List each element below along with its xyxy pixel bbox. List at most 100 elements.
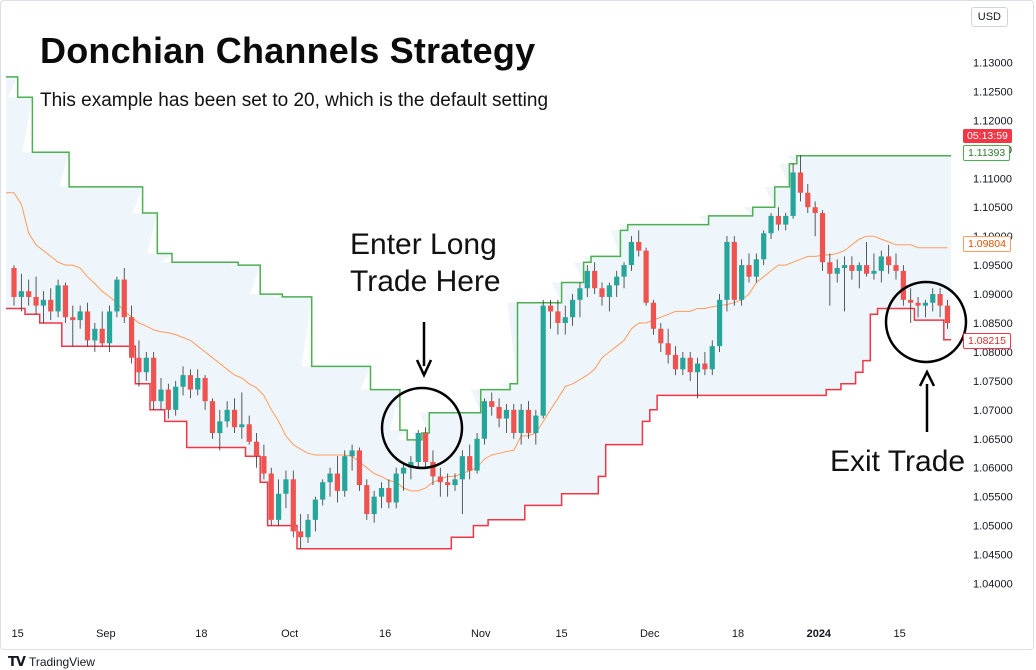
price-tick-label: 1.11000 <box>973 173 1012 185</box>
price-tick-label: 1.08000 <box>973 347 1013 359</box>
candle <box>761 230 767 266</box>
candle <box>864 241 870 277</box>
candle <box>922 299 928 318</box>
candle-body <box>856 265 862 271</box>
candle-body <box>217 421 223 433</box>
candle <box>224 401 230 428</box>
time-tick-label: 18 <box>732 628 744 640</box>
candle-body <box>129 317 135 358</box>
candle <box>834 259 840 283</box>
candle <box>547 299 554 329</box>
candle <box>239 392 245 439</box>
candle-body <box>393 473 399 503</box>
candle <box>937 288 943 318</box>
candle-body <box>805 192 811 208</box>
candle <box>283 470 289 509</box>
candle <box>511 404 517 439</box>
candle-body <box>599 288 605 297</box>
candle-body <box>628 241 634 266</box>
chart-subtitle: This example has been set to 20, which i… <box>40 90 549 111</box>
price-tick-label: 1.08500 <box>973 318 1013 330</box>
candle-body <box>930 294 936 303</box>
candle-body <box>768 215 774 234</box>
candle <box>908 288 914 323</box>
candle <box>702 351 708 376</box>
candle <box>672 346 679 376</box>
candle-body <box>533 415 539 433</box>
candle-body <box>298 531 304 538</box>
candle-body <box>239 424 245 428</box>
candle-body <box>577 288 583 300</box>
candle-body <box>606 285 612 297</box>
candle <box>930 288 936 312</box>
candle <box>106 305 113 352</box>
candle-body <box>261 456 267 474</box>
time-tick-label: Nov <box>471 628 491 640</box>
currency-label[interactable]: USD <box>970 7 1008 27</box>
candle-body <box>694 363 701 373</box>
candle-body <box>342 456 348 491</box>
candle-body <box>467 456 473 471</box>
candle <box>99 311 105 347</box>
candle-body <box>151 357 157 402</box>
candle-body <box>871 270 877 274</box>
candle <box>423 427 429 468</box>
candle <box>628 236 634 271</box>
candle <box>452 473 458 491</box>
price-tick-label: 1.05000 <box>973 521 1013 533</box>
candle-body <box>621 265 627 277</box>
candle <box>246 415 252 445</box>
candle-body <box>290 479 296 532</box>
candle <box>77 305 83 329</box>
candle <box>606 282 612 312</box>
candle-body <box>33 296 39 306</box>
time-tick-label: 16 <box>379 628 391 640</box>
price-tick-label: 1.07000 <box>973 405 1013 417</box>
candle <box>467 444 473 480</box>
candle-body <box>511 409 517 433</box>
time-axis: 15 Sep 18 Oct 16 Nov 15 Dec 18 2024 15 <box>12 628 906 640</box>
candle <box>503 404 510 433</box>
middle-band-price-tag: 1.09804 <box>963 236 1011 252</box>
candle <box>680 351 686 376</box>
candle-body <box>459 456 465 480</box>
candle-body <box>562 317 568 323</box>
price-tick-label: 1.04500 <box>973 550 1013 562</box>
candle <box>694 357 701 399</box>
candle-body <box>761 233 767 260</box>
candle-body <box>592 270 598 289</box>
candle <box>165 383 171 419</box>
candle <box>143 351 149 381</box>
candle-body <box>99 328 105 344</box>
candle-body <box>268 473 274 520</box>
candle-body <box>386 488 392 503</box>
candle <box>40 291 46 323</box>
candle <box>415 430 421 468</box>
candle-body <box>547 305 554 312</box>
candle <box>900 265 906 306</box>
candle-body <box>525 409 532 433</box>
candle-body <box>518 409 524 433</box>
candle <box>856 262 862 289</box>
candle-body <box>790 172 796 216</box>
candle <box>151 351 157 410</box>
candle-body <box>489 401 495 407</box>
tradingview-logo-icon: 𝗧𝗩 <box>8 654 26 669</box>
candle-body <box>312 499 318 520</box>
candle-body <box>180 375 186 387</box>
price-tick-label: 1.06000 <box>973 463 1013 475</box>
candle <box>356 447 363 491</box>
candle-body <box>202 378 208 402</box>
candle-body <box>209 401 216 433</box>
candle <box>437 467 443 497</box>
entry-circle <box>380 386 464 470</box>
candle-body <box>55 285 61 312</box>
tradingview-footer[interactable]: 𝗧𝗩 TradingView <box>8 654 95 670</box>
candle <box>180 366 186 396</box>
candle-body <box>106 311 113 344</box>
candle <box>33 276 39 315</box>
candle <box>158 378 164 410</box>
candle <box>562 305 568 335</box>
candle-body <box>195 378 201 390</box>
